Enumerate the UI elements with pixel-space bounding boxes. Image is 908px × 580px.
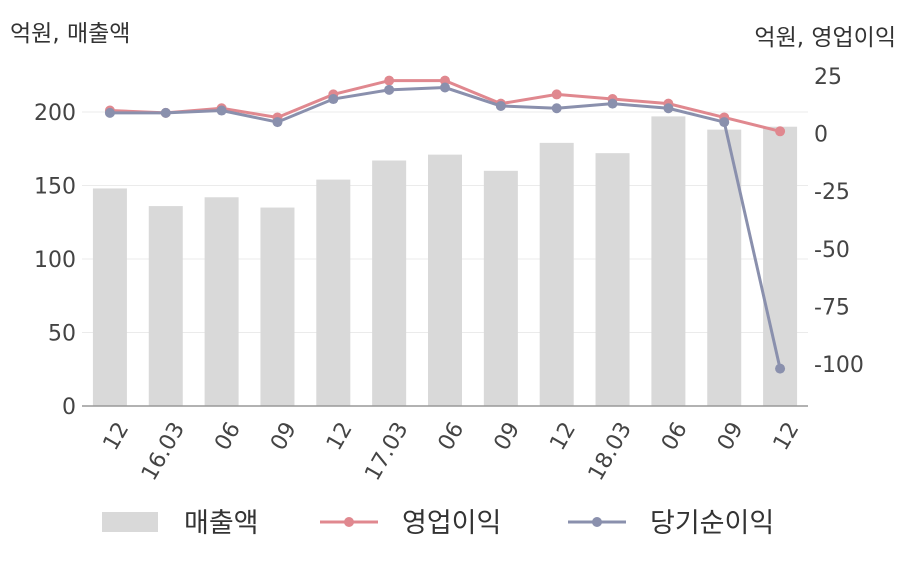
x-tick-label: 06	[434, 418, 470, 455]
bar	[763, 126, 798, 406]
series-point	[160, 107, 171, 118]
x-tick-label: 18.03	[584, 418, 637, 485]
right-y-tick-label: -50	[814, 238, 850, 263]
series-point	[440, 82, 450, 93]
series-point	[775, 363, 786, 374]
bar	[204, 197, 239, 406]
left-y-tick-label: 150	[34, 175, 76, 200]
x-tick-label: 12	[322, 418, 358, 455]
legend-swatch	[102, 512, 158, 532]
bar-series-sales	[92, 116, 798, 406]
bar	[260, 207, 295, 406]
bar	[372, 160, 407, 406]
x-tick-label: 17.03	[360, 418, 413, 485]
series-point	[440, 75, 450, 86]
left-axis-unit-label: 억원, 매출액	[10, 21, 131, 47]
legend-marker	[344, 517, 354, 527]
series-point	[384, 75, 395, 86]
legend-label: 매출액	[184, 508, 259, 539]
bar	[148, 206, 183, 406]
x-tick-label: 12	[99, 418, 135, 455]
legend-label: 영업이익	[402, 508, 501, 539]
series-point	[216, 105, 227, 116]
series-point	[384, 84, 395, 95]
line-series	[104, 75, 786, 374]
bar	[92, 188, 127, 406]
x-tick-label: 06	[657, 418, 693, 455]
x-tick-label: 09	[713, 418, 749, 455]
series-point	[272, 117, 283, 128]
x-tick-label: 16.03	[137, 418, 190, 485]
x-tick-label: 12	[545, 418, 581, 455]
right-y-tick-label: -25	[814, 180, 850, 205]
left-y-tick-label: 0	[62, 395, 76, 420]
series-point	[551, 89, 562, 100]
series-point	[663, 103, 674, 114]
series-point	[775, 126, 786, 137]
bar	[651, 116, 686, 406]
series-point	[328, 94, 339, 105]
right-y-tick-label: 25	[814, 65, 842, 90]
bar	[428, 154, 462, 406]
bar	[539, 142, 574, 406]
left-y-tick-label: 100	[34, 248, 76, 273]
left-y-tick-label: 200	[34, 101, 76, 126]
bar	[483, 170, 518, 406]
x-tick-label: 06	[210, 418, 246, 455]
right-y-tick-label: -100	[814, 353, 864, 378]
legend-marker	[592, 517, 602, 527]
legend: 매출액 영업이익 당기순이익	[102, 508, 774, 539]
series-point	[607, 98, 618, 109]
x-tick-label: 09	[490, 418, 526, 455]
series-point	[104, 107, 115, 118]
right-y-tick-label: 0	[814, 123, 828, 148]
series-point	[719, 117, 730, 128]
legend-label: 당기순이익	[650, 508, 774, 539]
left-y-tick-label: 50	[48, 322, 76, 347]
x-tick-label: 09	[266, 418, 302, 455]
bar	[595, 153, 630, 406]
series-point	[495, 100, 506, 111]
series-point	[551, 103, 562, 114]
x-tick-label: 12	[769, 418, 805, 455]
right-y-tick-label: -75	[814, 295, 850, 320]
bar	[316, 179, 351, 406]
right-axis-unit-label: 억원, 영업이익	[754, 25, 896, 51]
